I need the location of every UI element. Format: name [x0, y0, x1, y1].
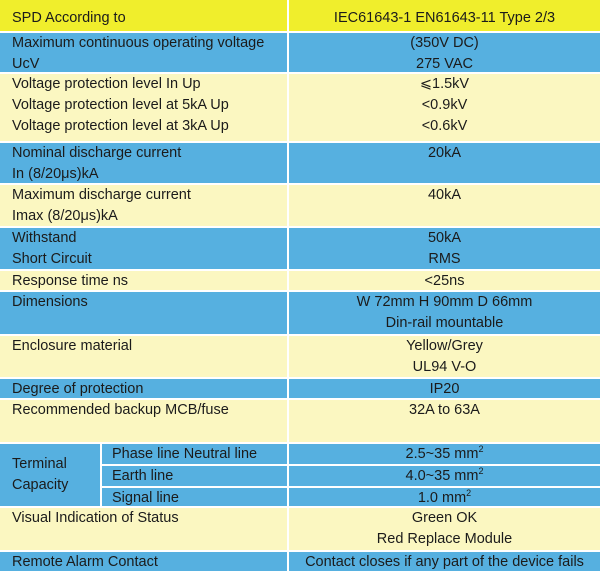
spec-label: Maximum continuous operating voltage UcV — [0, 33, 289, 72]
subrow: Earth line 4.0~35 mm2 — [102, 466, 600, 488]
group-label-line: Capacity — [12, 477, 69, 493]
spec-row: Visual Indication of Status Green OK Red R… — [0, 508, 600, 552]
spec-label-line: Voltage protection level In Up — [12, 76, 201, 92]
spec-label-line: SPD According to — [12, 10, 126, 26]
spec-row: Voltage protection level In Up Voltage pr… — [0, 74, 600, 143]
spec-value-line: Din-rail mountable — [385, 315, 504, 331]
spec-value-line: ⩽1.5kV — [419, 76, 470, 92]
spec-value: ⩽1.5kV <0.9kV <0.6kV — [289, 74, 600, 141]
spec-value: IEC61643-1 EN61643-11 Type 2/3 — [289, 0, 600, 31]
spec-value-line: IP20 — [429, 381, 460, 397]
superscript: 2 — [466, 488, 472, 498]
spec-value-line: 50kA — [427, 230, 462, 246]
spec-value-line: Contact closes if any part of the device… — [305, 554, 584, 570]
spec-value-line: Green OK — [411, 510, 478, 526]
spec-value: Green OK Red Replace Module — [289, 508, 600, 550]
spec-label: SPD According to — [0, 0, 289, 31]
spec-label: Enclosure material — [0, 336, 289, 377]
spec-row: SPD According to IEC61643-1 EN61643-11 Ty… — [0, 0, 600, 33]
spec-value: <25ns — [289, 271, 600, 290]
spec-value: 50kA RMS — [289, 228, 600, 269]
subrow-value: 2.5~35 mm2 — [289, 444, 600, 464]
spec-value: Contact closes if any part of the device… — [289, 552, 600, 571]
spec-label-line: Enclosure material — [12, 338, 133, 354]
spec-value-line: 40kA — [427, 187, 462, 203]
subrow: Signal line 1.0 mm2 — [102, 488, 600, 508]
superscript: 2 — [478, 444, 484, 454]
spec-label-line: Recommended backup MCB/fuse — [12, 402, 229, 418]
spec-value-line: RMS — [428, 251, 461, 267]
spec-label-line: Dimensions — [12, 294, 88, 310]
spec-label-line: Imax (8/20μs)kA — [12, 208, 118, 224]
spec-value-line: Yellow/Grey — [406, 338, 483, 354]
spec-label-line: Withstand — [12, 230, 77, 246]
superscript: 2 — [478, 466, 484, 476]
group-label-line: Terminal — [12, 456, 67, 472]
spec-value: Yellow/Grey UL94 V-O — [289, 336, 600, 377]
spec-label-line: Degree of protection — [12, 381, 144, 397]
spec-value: W 72mm H 90mm D 66mm Din-rail mountable — [289, 292, 600, 334]
spec-label: Voltage protection level In Up Voltage pr… — [0, 74, 289, 141]
spec-row: Nominal discharge current In (8/20μs)kA 20… — [0, 143, 600, 185]
spec-value-line: IEC61643-1 EN61643-11 Type 2/3 — [333, 10, 556, 26]
spec-label: Recommended backup MCB/fuse — [0, 400, 289, 442]
subrow-value-text: 2.5~35 mm — [405, 446, 479, 462]
subrow-label: Earth line — [102, 466, 289, 486]
spec-label-line: Nominal discharge current — [12, 145, 182, 161]
spec-label: Dimensions — [0, 292, 289, 334]
spec-label-line: Visual Indication of Status — [12, 510, 179, 526]
spec-label-line: Maximum continuous operating voltage — [12, 35, 265, 51]
spec-row: Remote Alarm Contact Contact closes if an… — [0, 552, 600, 573]
spec-row: Dimensions W 72mm H 90mm D 66mm Din-rail m… — [0, 292, 600, 336]
spec-row: Maximum discharge current Imax (8/20μs)kA… — [0, 185, 600, 228]
spec-label: Response time ns — [0, 271, 289, 290]
spec-value-line: 20kA — [427, 145, 462, 161]
spec-value: 20kA — [289, 143, 600, 183]
spec-label: Maximum discharge current Imax (8/20μs)kA — [0, 185, 289, 226]
spec-label-line: Remote Alarm Contact — [12, 554, 158, 570]
spec-label: Withstand Short Circuit — [0, 228, 289, 269]
subrow-value-text: 4.0~35 mm — [405, 468, 479, 484]
spec-value-line: <0.6kV — [421, 118, 468, 134]
spec-label-line: UcV — [12, 56, 40, 72]
spec-row: Withstand Short Circuit 50kA RMS — [0, 228, 600, 271]
spec-value-line: <25ns — [424, 273, 465, 289]
spec-value-line: (350V DC) — [410, 35, 479, 51]
spec-row: Maximum continuous operating voltage UcV (… — [0, 33, 600, 74]
spec-row: Recommended backup MCB/fuse 32A to 63A — [0, 400, 600, 444]
subrow-label: Phase line Neutral line — [102, 444, 289, 464]
subrow-label: Signal line — [102, 488, 289, 508]
spec-label-line: Maximum discharge current — [12, 187, 191, 203]
spec-label-line: In (8/20μs)kA — [12, 166, 99, 182]
spec-label: Visual Indication of Status — [0, 508, 289, 550]
subrow-list: Phase line Neutral line 2.5~35 mm2 Earth l… — [102, 444, 600, 508]
spec-label: Nominal discharge current In (8/20μs)kA — [0, 143, 289, 183]
spec-row: Terminal Capacity Phase line Neutral line 2… — [0, 444, 600, 508]
spec-value-line: UL94 V-O — [412, 359, 477, 375]
spec-row: Enclosure material Yellow/Grey UL94 V-O — [0, 336, 600, 379]
group-label: Terminal Capacity — [0, 444, 102, 506]
spec-value: (350V DC) 275 VAC — [289, 33, 600, 72]
spec-label-line: Short Circuit — [12, 251, 92, 267]
spec-value: 32A to 63A — [289, 400, 600, 442]
spec-value-line: <0.9kV — [421, 97, 468, 113]
spec-label-line: Voltage protection level at 5kA Up — [12, 97, 229, 113]
spec-row: Response time ns <25ns — [0, 271, 600, 292]
subrow-value: 4.0~35 mm2 — [289, 466, 600, 486]
spec-value: IP20 — [289, 379, 600, 398]
spec-value-line: W 72mm H 90mm D 66mm — [356, 294, 533, 310]
spec-row: Degree of protection IP20 — [0, 379, 600, 400]
spec-value-line: 32A to 63A — [409, 402, 480, 418]
spec-label-line: Voltage protection level at 3kA Up — [12, 118, 229, 134]
subrow-value-text: 1.0 mm — [417, 490, 467, 506]
subrow-value: 1.0 mm2 — [289, 488, 600, 508]
spec-value-line: 275 VAC — [416, 56, 473, 72]
spec-label: Degree of protection — [0, 379, 289, 398]
spec-label-line: Response time ns — [12, 273, 129, 289]
spec-label: Remote Alarm Contact — [0, 552, 289, 571]
spec-value: 40kA — [289, 185, 600, 226]
subrow: Phase line Neutral line 2.5~35 mm2 — [102, 444, 600, 466]
spec-value-line: Red Replace Module — [376, 531, 513, 547]
